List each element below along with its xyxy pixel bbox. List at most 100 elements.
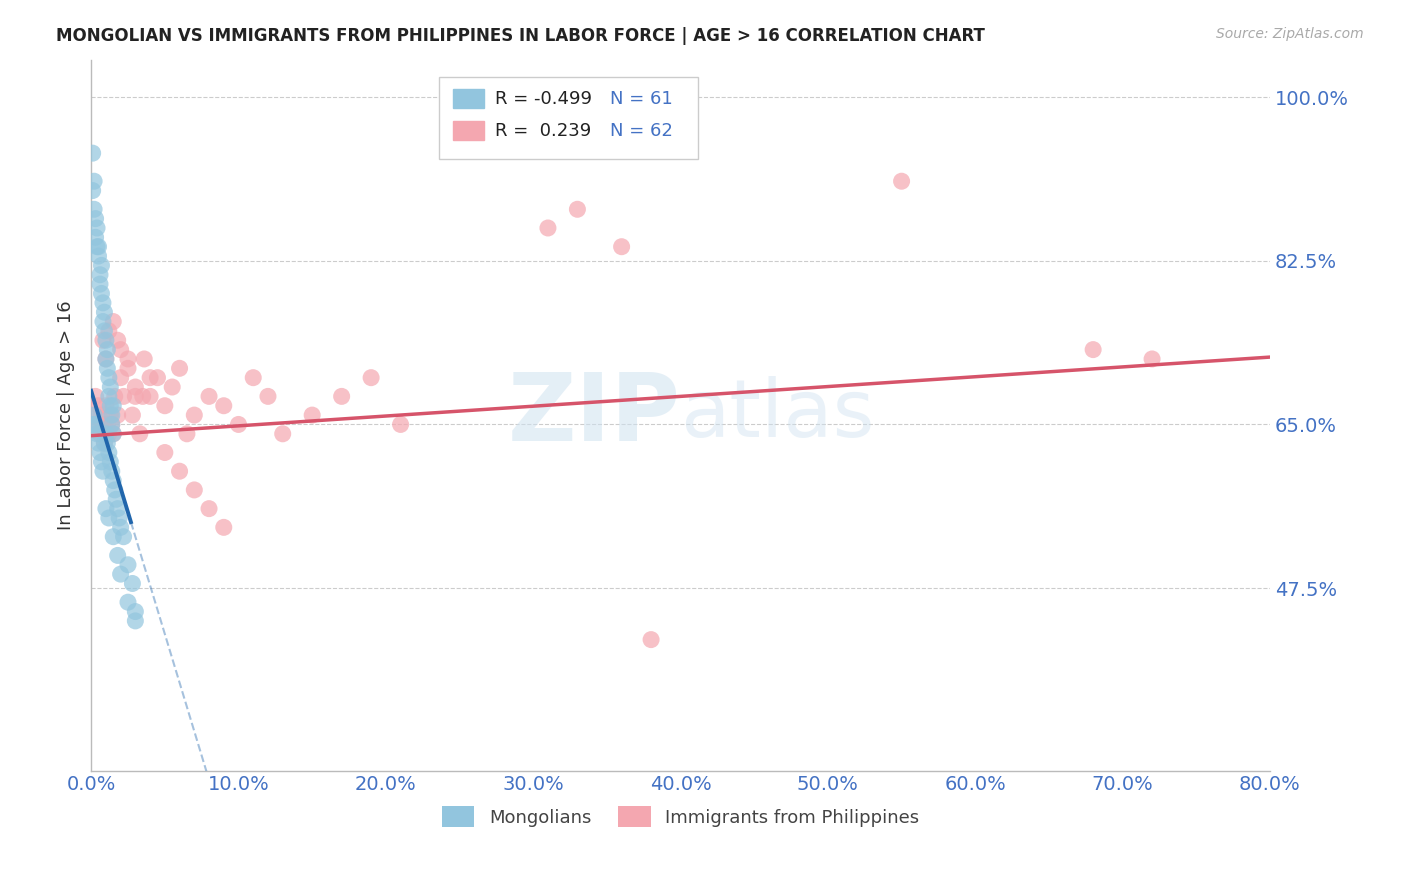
Point (107, 501, 129, 516)
Point (146, 370, 169, 384)
Point (96, 361, 118, 376)
Point (90, 455, 112, 469)
Point (98, 380, 121, 394)
Point (112, 530, 135, 544)
Point (82, 184, 104, 198)
Point (124, 380, 146, 394)
Point (110, 370, 132, 384)
Point (93, 305, 115, 319)
Bar (453, 89, 484, 108)
Point (212, 399, 235, 413)
Point (153, 445, 176, 459)
Text: MONGOLIAN VS IMMIGRANTS FROM PHILIPPINES IN LABOR FORCE | AGE > 16 CORRELATION C: MONGOLIAN VS IMMIGRANTS FROM PHILIPPINES… (56, 27, 986, 45)
Point (89, 445, 111, 459)
Point (90, 286, 112, 301)
Point (104, 389, 127, 403)
Point (176, 426, 198, 441)
Point (89, 426, 111, 441)
Text: N = 62: N = 62 (610, 121, 672, 140)
Point (94, 351, 117, 366)
Point (117, 361, 139, 376)
Point (86, 426, 108, 441)
Point (87, 249, 110, 263)
Point (107, 549, 129, 563)
Point (82, 417, 104, 432)
Point (84, 211, 107, 226)
Text: N = 61: N = 61 (610, 90, 672, 108)
Point (97, 426, 120, 441)
Point (94, 333, 117, 347)
Point (124, 614, 146, 628)
Point (640, 632, 662, 647)
Point (91, 417, 114, 432)
Point (198, 389, 221, 403)
Point (83, 408, 105, 422)
Bar (453, 121, 484, 140)
Point (89, 277, 111, 292)
Point (124, 389, 146, 403)
Point (103, 426, 125, 441)
Point (107, 408, 129, 422)
Point (105, 492, 128, 507)
Point (91, 295, 114, 310)
Point (890, 174, 912, 188)
Point (257, 389, 280, 403)
Point (153, 399, 176, 413)
Point (103, 474, 125, 488)
Point (132, 389, 155, 403)
Point (103, 399, 125, 413)
Point (94, 351, 117, 366)
Point (87, 436, 110, 450)
Point (90, 259, 112, 273)
Point (93, 324, 115, 338)
Point (98, 408, 121, 422)
Point (121, 408, 143, 422)
Point (112, 389, 135, 403)
Point (110, 343, 132, 357)
Text: ZIP: ZIP (508, 369, 681, 461)
Point (87, 399, 110, 413)
Point (139, 389, 162, 403)
Point (98, 399, 121, 413)
Point (103, 314, 125, 328)
Point (301, 408, 323, 422)
Point (1081, 343, 1104, 357)
Point (104, 483, 127, 497)
Point (360, 370, 382, 384)
FancyBboxPatch shape (439, 78, 699, 159)
Y-axis label: In Labor Force | Age > 16: In Labor Force | Age > 16 (58, 301, 75, 530)
Point (83, 408, 105, 422)
Point (389, 417, 412, 432)
Point (117, 351, 139, 366)
Point (97, 445, 120, 459)
Point (94, 426, 117, 441)
Point (121, 576, 143, 591)
Point (86, 417, 108, 432)
Point (84, 230, 107, 244)
Point (98, 455, 121, 469)
Point (169, 464, 191, 478)
Point (169, 361, 191, 376)
Point (84, 389, 107, 403)
Point (91, 314, 114, 328)
Point (198, 501, 221, 516)
Point (330, 389, 353, 403)
Point (110, 567, 132, 582)
Point (101, 417, 124, 432)
Point (537, 221, 560, 235)
Point (128, 426, 150, 441)
Point (108, 511, 131, 525)
Text: R = -0.499: R = -0.499 (495, 90, 592, 108)
Text: atlas: atlas (681, 376, 875, 454)
Point (117, 595, 139, 609)
Point (124, 605, 146, 619)
Point (86, 240, 108, 254)
Point (101, 417, 124, 432)
Point (96, 343, 118, 357)
Point (89, 268, 111, 282)
Point (97, 511, 120, 525)
Point (97, 370, 120, 384)
Point (139, 370, 162, 384)
Point (101, 464, 124, 478)
Point (1140, 351, 1163, 366)
